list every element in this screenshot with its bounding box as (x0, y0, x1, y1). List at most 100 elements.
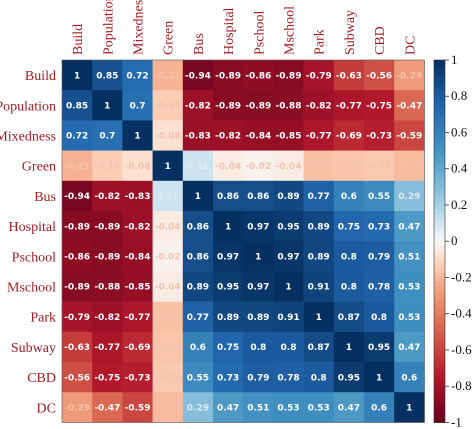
cell-value-label: -0.63 (336, 71, 362, 81)
cell-value-label: 0.53 (277, 404, 299, 414)
heatmap-cell (62, 120, 93, 151)
colorbar-segment (434, 268, 445, 274)
colorbar-segment (434, 318, 445, 324)
heatmap-cell (303, 241, 335, 272)
heatmap-cell (243, 392, 274, 423)
cell-value-label: 0.91 (308, 283, 330, 293)
heatmap-cell (92, 301, 123, 333)
heatmap-cell (152, 120, 184, 151)
heatmap-cell (394, 392, 425, 423)
cell-value-label: 1 (346, 343, 352, 353)
colorbar-segment (434, 218, 445, 224)
heatmap-cell (213, 392, 244, 423)
heatmap-cell (62, 392, 93, 423)
colorbar-segment (434, 250, 445, 256)
heatmap-cell (62, 90, 93, 121)
heatmap-cell (92, 90, 123, 121)
colorbar-segment (434, 195, 445, 201)
cell-value-label: -0.08 (155, 132, 181, 142)
heatmap-cell (273, 180, 304, 212)
colorbar-segment (434, 200, 445, 206)
y-tick-label: Bus (34, 190, 56, 205)
y-axis-labels: Build Population Mixedness Green Bus Hospital… (0, 69, 56, 416)
heatmap-cell (62, 150, 93, 182)
colorbar-segment (434, 223, 445, 229)
x-tick-label: Pschool (252, 11, 267, 55)
heatmap-cell (182, 180, 214, 212)
colorbar-segment (434, 281, 445, 287)
heatmap-cell (92, 362, 123, 393)
heatmap-cell (182, 301, 214, 333)
heatmap-cell (152, 180, 184, 212)
heatmap-cell (333, 331, 365, 363)
heatmap-cell (152, 60, 184, 91)
cell-value-label: 0.47 (398, 343, 420, 353)
cell-value-label: -0.84 (245, 132, 271, 142)
colorbar-segment (434, 404, 445, 410)
colorbar-segment (434, 191, 445, 197)
cell-value-label: -0.56 (64, 373, 90, 383)
colorbar-tick-label: 0.8 (451, 88, 467, 103)
cell-value-label: -0.94 (64, 192, 90, 202)
cell-value-label: -0.82 (215, 132, 241, 142)
heatmap-cell (122, 362, 153, 393)
heatmap-cell (92, 211, 123, 242)
cell-value-label: -0.14 (94, 162, 120, 172)
y-tick-label: Green (22, 160, 56, 175)
cell-value-label: -0.15 (366, 162, 392, 172)
heatmap-cell (303, 211, 335, 242)
colorbar-segment (434, 386, 445, 392)
cell-value-label: 0.87 (308, 343, 330, 353)
cell-value-label: -0.75 (366, 102, 392, 112)
cell-value-label: -0.17 (306, 162, 332, 172)
cell-value-label: -0.47 (396, 102, 422, 112)
x-tick-label: Build (71, 24, 86, 55)
cell-value-label: 0.89 (247, 313, 269, 323)
cell-value-label: 0.86 (217, 192, 239, 202)
cell-value-label: 1 (285, 283, 291, 293)
heatmap-cell (92, 180, 123, 212)
cell-value-label: -0.56 (366, 71, 392, 81)
cell-value-label: -0.19 (396, 162, 422, 172)
colorbar-segment (434, 236, 445, 242)
cell-value-label: -0.82 (185, 102, 211, 112)
colorbar-segment (434, 381, 445, 387)
cell-value-label: 0.51 (247, 404, 269, 414)
heatmap-cell (273, 150, 304, 182)
heatmap-cell (182, 271, 214, 302)
heatmap-cell (273, 271, 304, 302)
heatmap-cell (333, 271, 365, 302)
cell-value-label: 0.73 (217, 373, 239, 383)
heatmap-cell (364, 301, 395, 333)
heatmap-cell (213, 301, 244, 333)
cell-value-label: -0.89 (215, 102, 241, 112)
colorbar-segment (434, 173, 445, 179)
colorbar-segment (434, 259, 445, 265)
colorbar-segment (434, 60, 445, 66)
cell-value-label: 1 (255, 253, 261, 263)
y-tick-label: Population (0, 99, 56, 114)
heatmap-cell (333, 392, 365, 423)
heatmap-cell (273, 241, 304, 272)
heatmap-cell (364, 90, 395, 121)
heatmap-cell (92, 271, 123, 302)
cell-value-label: 0.72 (126, 71, 148, 81)
cell-value-label: 1 (376, 373, 382, 383)
heatmap-cell (303, 301, 335, 333)
heatmap-cell (243, 362, 274, 393)
cell-value-label: -0.77 (306, 132, 332, 142)
cell-value-label: 0.89 (187, 283, 209, 293)
colorbar-segment (434, 232, 445, 238)
x-axis-labels: Build Population Mixedness Green Bus Hospital… (71, 0, 418, 55)
y-tick-label: Mschool (7, 281, 56, 296)
cell-value-label: -0.19 (155, 404, 181, 414)
cell-value-label: 0.87 (338, 313, 360, 323)
cell-value-label: -0.89 (276, 71, 302, 81)
colorbar-segment (434, 214, 445, 220)
heatmap-cell (62, 301, 93, 333)
cell-value-label: -0.69 (125, 343, 151, 353)
cell-value-label: -0.89 (64, 222, 90, 232)
heatmap-cell (62, 180, 93, 212)
heatmap-cell (333, 150, 365, 182)
cell-value-label: 0.95 (277, 222, 299, 232)
